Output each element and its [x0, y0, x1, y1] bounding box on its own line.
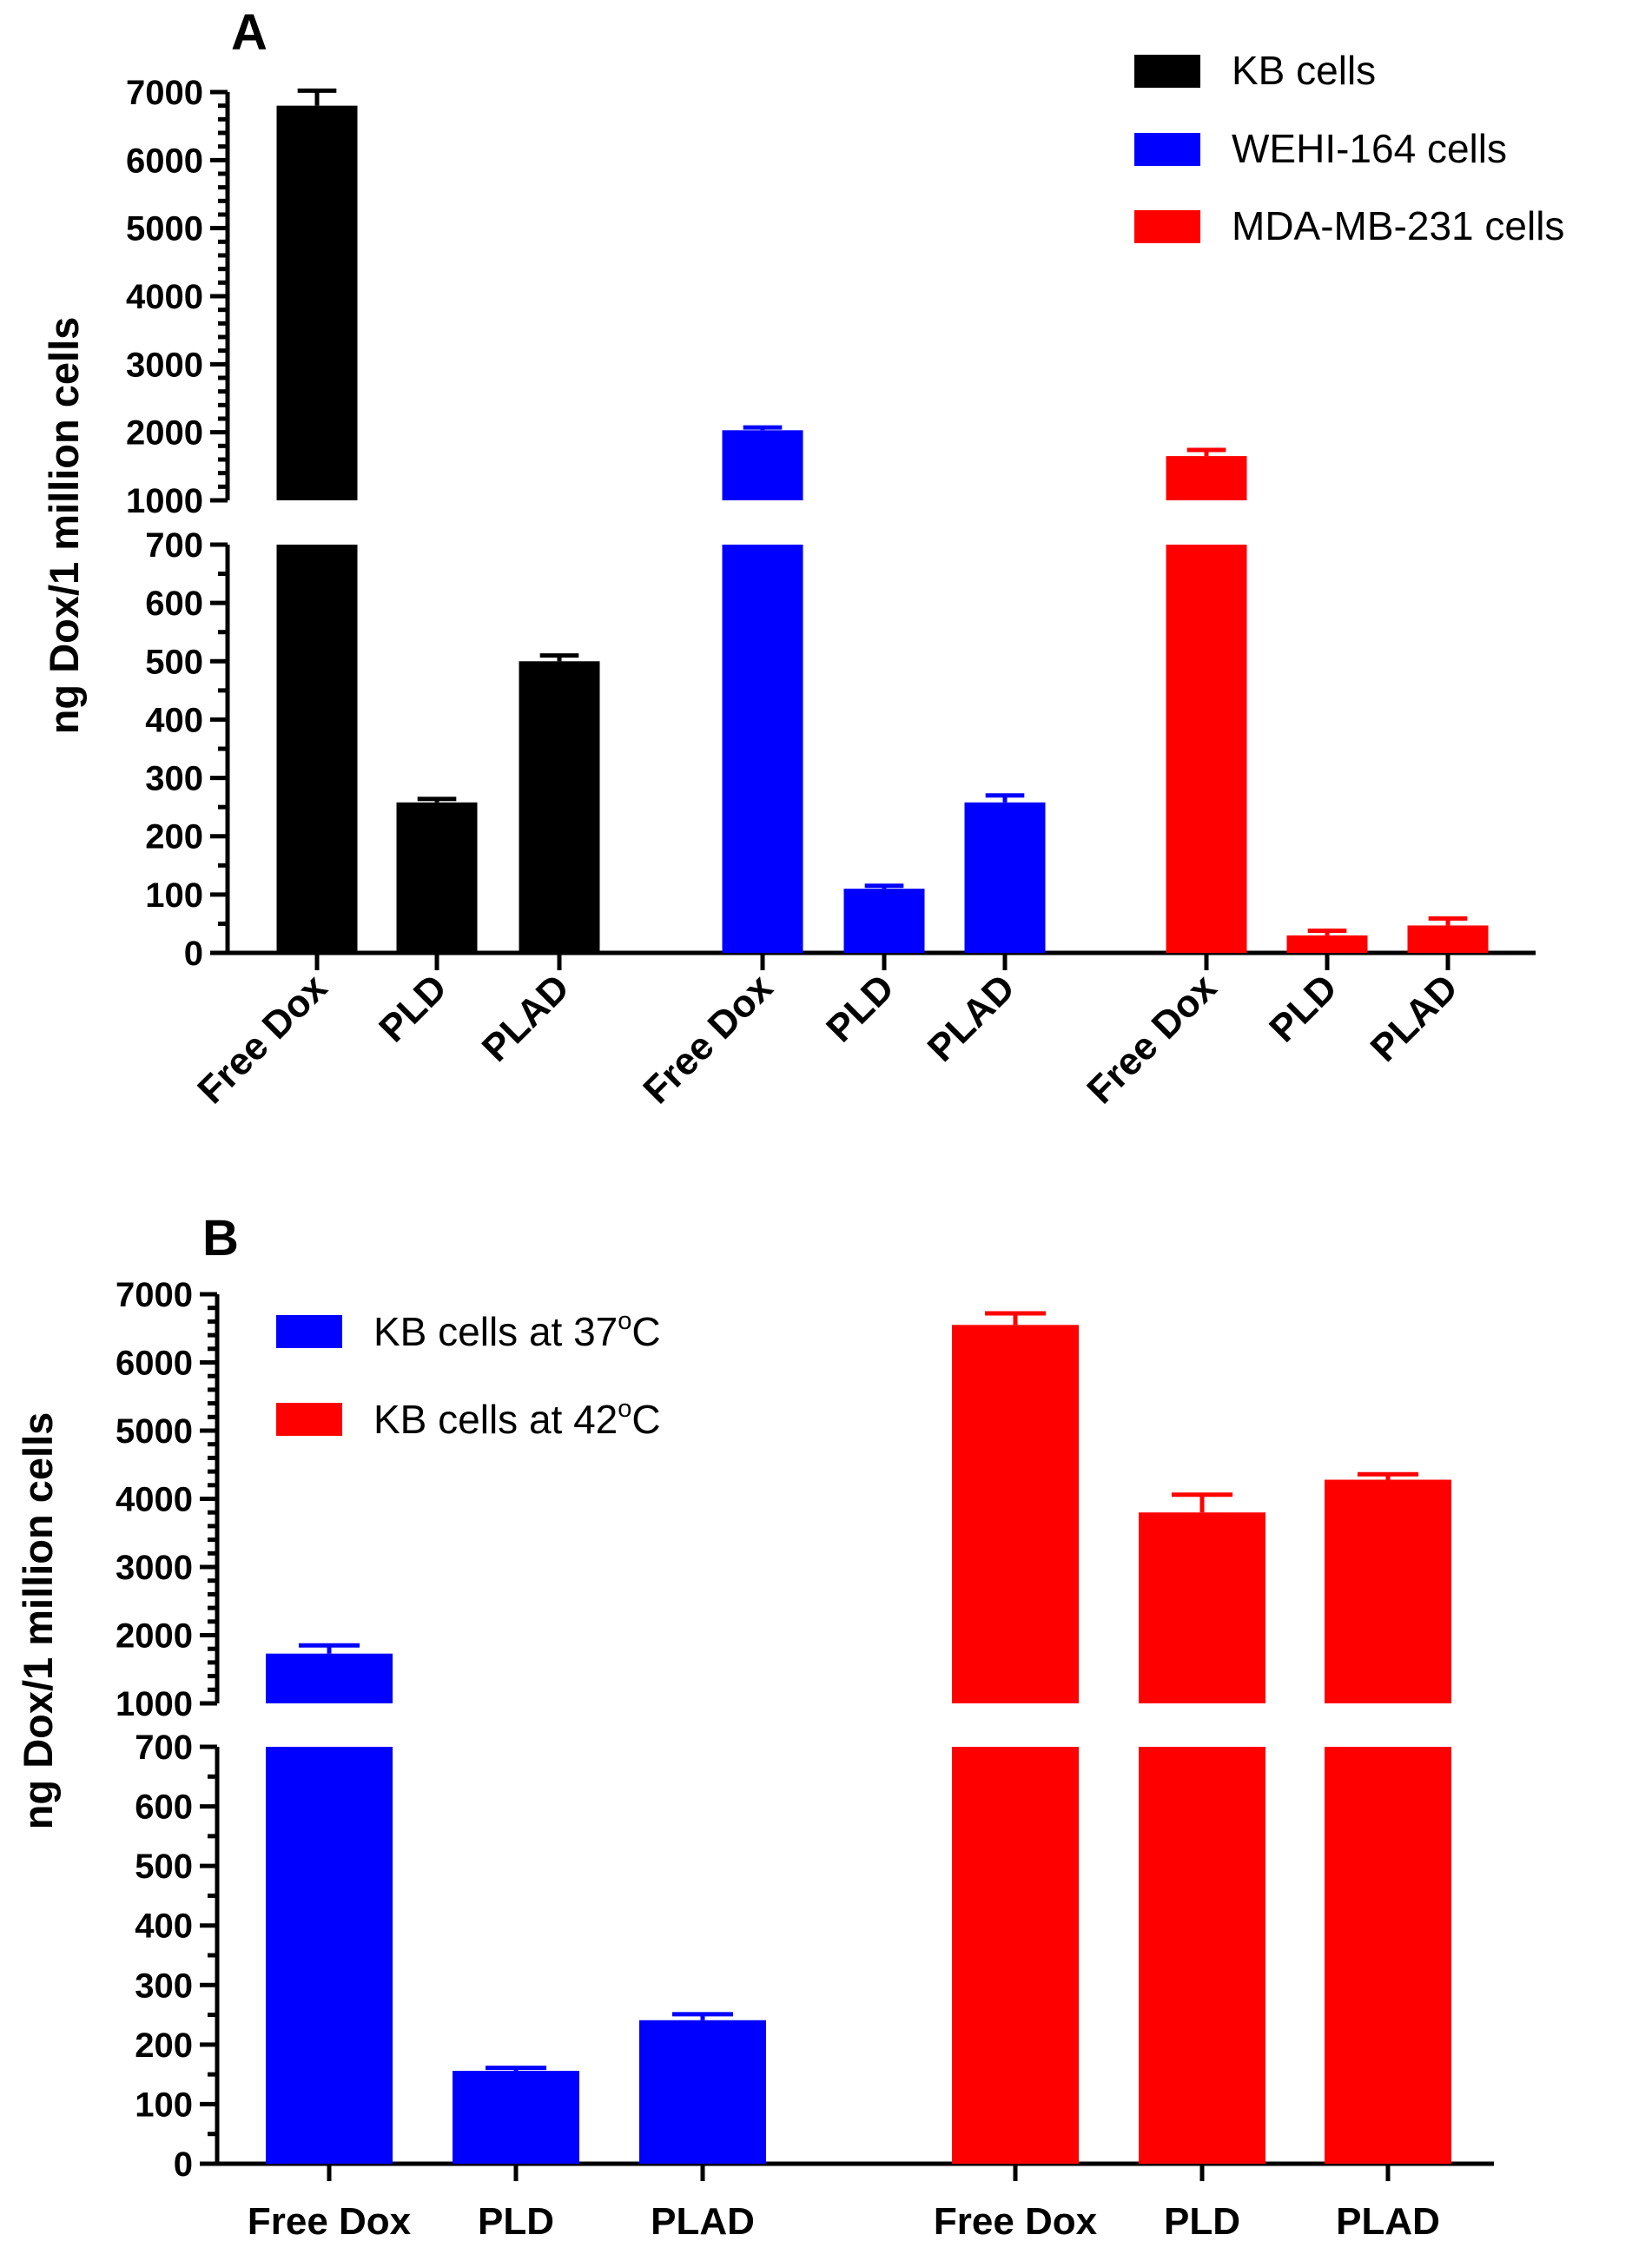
b-x-tick-label: PLAD [1336, 2200, 1440, 2243]
legend-label-kb: KB cells [1232, 48, 1376, 93]
panel-a-letter: A [231, 4, 268, 61]
b-y-tick-label: 400 [135, 1907, 193, 1946]
a-bar [396, 802, 478, 953]
b-y-tick-label: 100 [135, 2086, 193, 2124]
legend-swatch-mda [1134, 210, 1200, 243]
legend-swatch-wehi [1134, 133, 1200, 166]
b-y-tick-label: 2000 [116, 1617, 193, 1656]
b-x-tick-label: PLD [1164, 2200, 1240, 2243]
legend-label-mda: MDA-MB-231 cells [1232, 203, 1564, 248]
a-y-tick-label: 500 [145, 643, 203, 681]
legend-label-42c: KB cells at 42oC [373, 1395, 661, 1442]
b-x-tick-label: Free Dox [934, 2200, 1098, 2243]
b-bar-lower [266, 1747, 393, 2164]
b-x-tick-label: PLAD [651, 2200, 755, 2243]
a-y-tick-label: 2000 [126, 414, 203, 453]
b-bar-upper [266, 1653, 393, 1703]
a-y-tick-label: 100 [145, 876, 203, 915]
b-y-tick-label: 3000 [116, 1549, 193, 1587]
a-bar-upper [722, 430, 803, 500]
legend-item-37c: KB cells at 37oC [276, 1307, 661, 1354]
a-x-tick-label: PLD [818, 966, 902, 1050]
a-y-tick-label: 6000 [126, 142, 203, 180]
a-x-tick-label: Free Dox [189, 966, 335, 1112]
panel-a-chart: A ng Dox/1 million cells KB cells WEHI-1… [41, 4, 1564, 1112]
a-y-tick-label: 700 [145, 526, 203, 565]
legend-label-37c: KB cells at 37oC [373, 1307, 661, 1354]
a-x-tick-label: Free Dox [635, 966, 781, 1112]
a-x-tick-label: PLAD [474, 966, 578, 1069]
b-y-tick-label: 4000 [116, 1481, 193, 1519]
legend-label-37c-main: KB cells at 37 [373, 1309, 618, 1354]
legend-item-mda: MDA-MB-231 cells [1134, 203, 1564, 248]
b-bar-lower [1325, 1747, 1451, 2164]
legend-label-42c-sup: o [618, 1395, 631, 1423]
legend-swatch-kb [1134, 55, 1200, 88]
a-y-tick-label: 5000 [126, 210, 203, 248]
a-x-tick-label: Free Dox [1079, 966, 1225, 1112]
b-bar-lower [952, 1747, 1079, 2164]
a-bar [519, 661, 600, 953]
b-y-tick-label: 6000 [116, 1345, 193, 1383]
legend-swatch-37c [276, 1315, 342, 1348]
legend-item-kb: KB cells [1134, 48, 1376, 93]
a-bar [964, 802, 1046, 953]
b-bar [639, 2020, 766, 2164]
b-bar-upper [1325, 1479, 1451, 1703]
a-y-tick-label: 4000 [126, 278, 203, 316]
b-y-tick-label: 5000 [116, 1412, 193, 1451]
legend-swatch-42c [276, 1403, 342, 1436]
panel-a-y-axis-label: ng Dox/1 million cells [41, 317, 87, 735]
a-y-tick-label: 400 [145, 701, 203, 739]
a-x-tick-label: PLAD [1363, 966, 1466, 1069]
legend-label-37c-sup: o [618, 1307, 631, 1335]
a-y-tick-label: 3000 [126, 346, 203, 384]
a-bar [1407, 925, 1489, 953]
panel-a-legend: KB cells WEHI-164 cells MDA-MB-231 cells [1134, 48, 1564, 248]
b-x-tick-label: PLD [478, 2200, 554, 2243]
b-bar-upper [952, 1325, 1079, 1703]
legend-label-42c-main: KB cells at 42 [373, 1397, 618, 1442]
a-bar-lower [722, 545, 803, 953]
a-bar-lower [1166, 545, 1247, 953]
a-y-tick-label: 600 [145, 585, 203, 623]
panel-b-y-axis-label: ng Dox/1 million cells [15, 1412, 61, 1830]
b-y-tick-label: 300 [135, 1967, 193, 2005]
legend-item-wehi: WEHI-164 cells [1134, 126, 1507, 171]
b-y-tick-label: 200 [135, 2027, 193, 2065]
a-x-tick-label: PLAD [920, 966, 1023, 1069]
panel-b-chart: B ng Dox/1 million cells KB cells at 37o… [15, 1210, 1494, 2243]
a-y-tick-label: 7000 [126, 74, 203, 112]
a-y-tick-label: 200 [145, 818, 203, 856]
panel-b-legend: KB cells at 37oC KB cells at 42oC [276, 1307, 661, 1442]
a-x-tick-label: PLD [371, 966, 455, 1050]
b-y-tick-label: 1000 [116, 1685, 193, 1723]
b-y-tick-label: 0 [174, 2146, 193, 2184]
panel-b-letter: B [202, 1210, 239, 1266]
b-x-tick-label: Free Dox [248, 2200, 412, 2243]
legend-item-42c: KB cells at 42oC [276, 1395, 661, 1442]
a-bar [843, 889, 925, 953]
b-bar-upper [1139, 1512, 1265, 1703]
legend-label-wehi: WEHI-164 cells [1232, 126, 1507, 171]
legend-label-37c-end: C [631, 1309, 660, 1354]
legend-label-42c-end: C [631, 1397, 660, 1442]
a-y-tick-label: 0 [184, 935, 203, 973]
a-bar [1286, 935, 1368, 953]
a-bar-lower [276, 545, 358, 953]
a-y-tick-label: 300 [145, 760, 203, 798]
b-y-tick-label: 7000 [116, 1276, 193, 1314]
b-y-tick-label: 600 [135, 1788, 193, 1827]
b-bar-lower [1139, 1747, 1265, 2164]
b-y-tick-label: 500 [135, 1848, 193, 1886]
b-y-tick-label: 700 [135, 1729, 193, 1767]
a-bar-upper [1166, 456, 1247, 500]
a-x-tick-label: PLD [1261, 966, 1345, 1050]
a-bar-upper [276, 105, 358, 501]
a-y-tick-label: 1000 [126, 482, 203, 520]
b-bar [453, 2071, 579, 2164]
